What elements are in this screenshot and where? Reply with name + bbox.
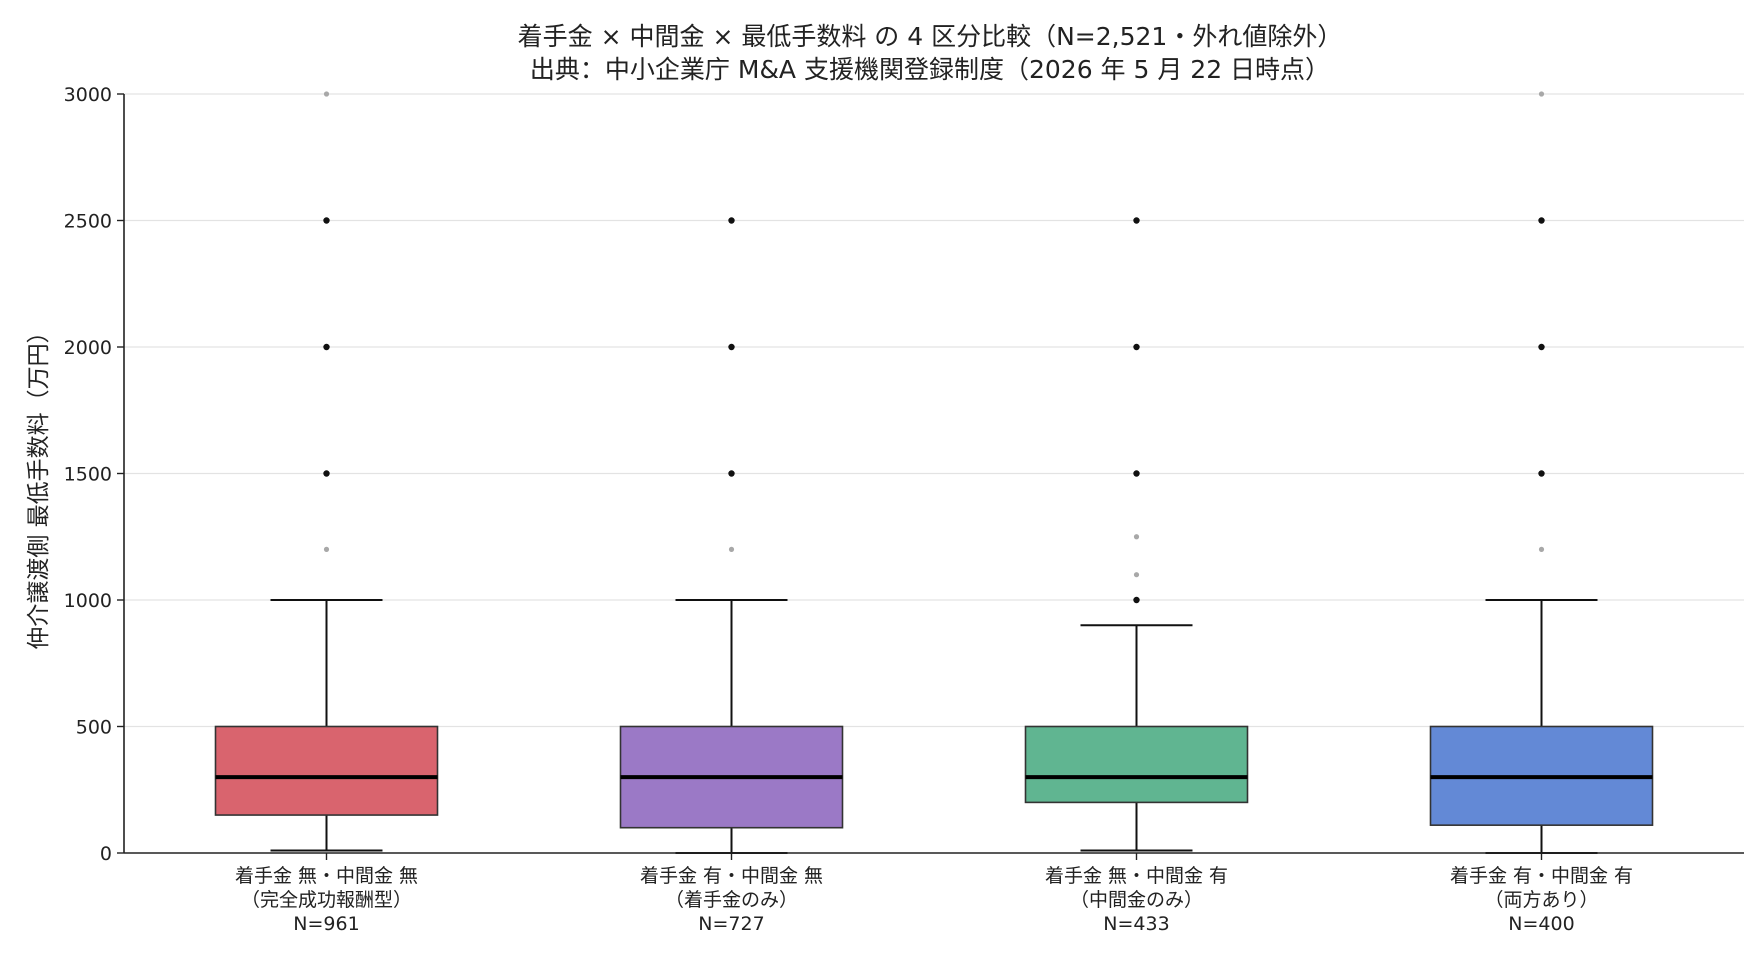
outlier-point — [323, 546, 330, 553]
outlier-point — [1133, 470, 1140, 477]
y-tick-label: 0 — [100, 843, 112, 865]
y-tick-label: 1500 — [64, 464, 112, 486]
outlier-point — [323, 91, 330, 97]
outlier-point — [1133, 343, 1140, 351]
axis-layer: 0 500 1000 1500 2000 2500 3000 — [64, 84, 1744, 865]
y-tick-label: 500 — [76, 717, 112, 739]
x-category-count: N=433 — [1103, 913, 1169, 935]
outlier-point — [728, 343, 735, 351]
outlier-point — [1538, 217, 1545, 224]
outlier-point — [323, 343, 330, 351]
y-tick-label: 1000 — [64, 590, 112, 612]
x-category-label: 着手金 有・中間金 無 — [640, 865, 823, 887]
chart-subtitle: 出典：中小企業庁 M&A 支援機関登録制度（2026 年 5 月 22 日時点） — [530, 55, 1330, 84]
label-layer: 着手金 無・中間金 無（完全成功報酬型）N=961 着手金 有・中間金 無（着手金… — [235, 865, 1633, 935]
x-category-sublabel: （両方あり） — [1484, 889, 1598, 911]
outlier-point — [1133, 534, 1140, 540]
y-tick-label: 3000 — [64, 84, 112, 106]
x-category-count: N=961 — [293, 913, 359, 935]
iqr-box — [214, 725, 439, 816]
y-tick-label: 2000 — [64, 337, 112, 359]
chart-title: 着手金 × 中間金 × 最低手数料 の 4 区分比較（N=2,521・外れ値除外… — [518, 22, 1343, 51]
box-group — [1024, 217, 1249, 852]
x-category-count: N=727 — [698, 913, 764, 935]
box-group — [619, 217, 844, 854]
iqr-box — [1024, 725, 1249, 804]
box-group — [214, 91, 439, 852]
box-layer — [214, 91, 1654, 854]
y-tick-label: 2500 — [64, 211, 112, 233]
outlier-point — [1133, 596, 1140, 604]
outlier-point — [728, 546, 735, 553]
x-category-label: 着手金 無・中間金 無 — [235, 865, 418, 887]
outlier-point — [323, 217, 330, 224]
x-category-label: 着手金 無・中間金 有 — [1045, 865, 1228, 887]
x-category-sublabel: （中間金のみ） — [1070, 889, 1203, 911]
x-category-count: N=400 — [1508, 913, 1574, 935]
outlier-point — [1538, 470, 1545, 477]
x-category-sublabel: （完全成功報酬型） — [241, 889, 412, 911]
outlier-point — [1538, 546, 1545, 553]
x-category-sublabel: （着手金のみ） — [665, 889, 798, 911]
x-category-label: 着手金 有・中間金 有 — [1450, 865, 1633, 887]
y-axis-label: 仲介譲渡側 最低手数料（万円） — [26, 320, 52, 649]
outlier-point — [728, 217, 735, 224]
outlier-point — [1133, 217, 1140, 224]
grid-layer — [124, 93, 1744, 728]
box-group — [1429, 91, 1654, 854]
outlier-point — [728, 470, 735, 477]
outlier-point — [1538, 91, 1545, 97]
outlier-point — [1538, 343, 1545, 351]
outlier-point — [323, 470, 330, 477]
outlier-point — [1133, 572, 1140, 578]
